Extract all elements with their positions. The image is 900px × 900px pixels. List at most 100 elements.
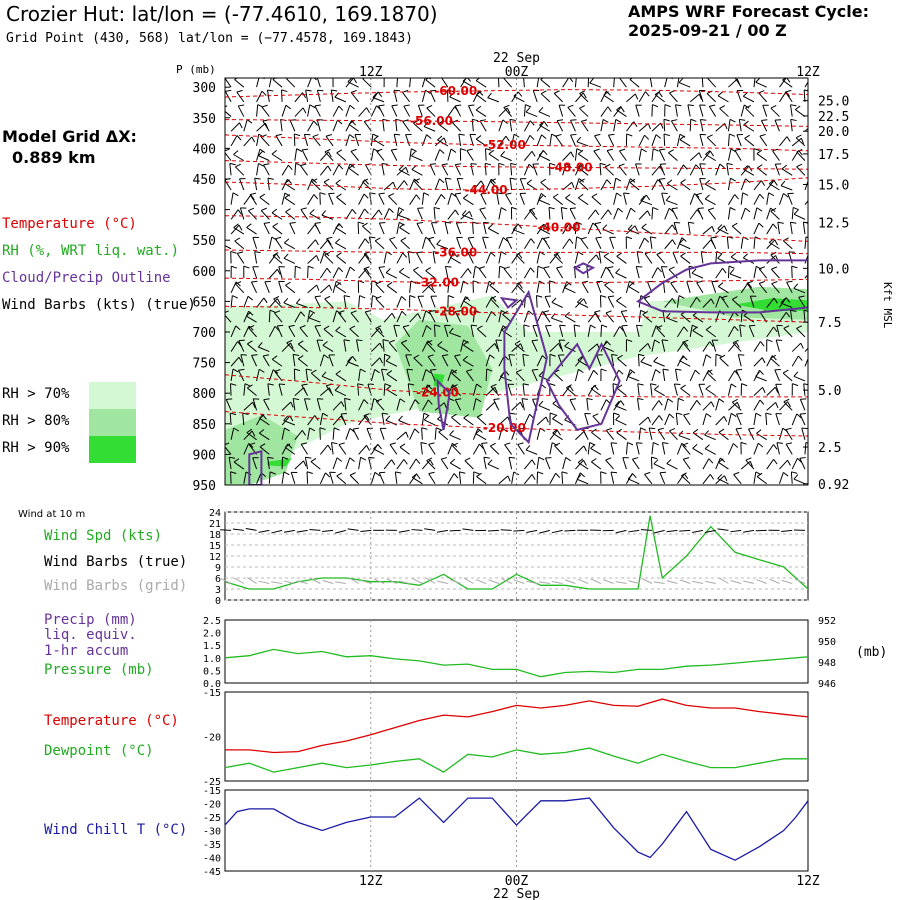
- wind-barb-flag: [775, 402, 779, 409]
- wind-barb: [628, 286, 640, 294]
- wind-barb: [692, 447, 704, 455]
- wind-barb: [623, 192, 627, 205]
- wind-barb-flag: [663, 133, 670, 137]
- wind-barb-flag: [507, 475, 511, 482]
- date-label-bottom: 22 Sep: [493, 887, 540, 900]
- wind-barb: [332, 223, 340, 235]
- wind-barb-flag: [295, 162, 302, 167]
- wind-barb-flag: [333, 427, 340, 431]
- wind-barb-flag: [745, 457, 752, 461]
- wind-barb: [283, 420, 296, 426]
- wind-barb-flag: [244, 383, 251, 387]
- wind-barb: [574, 164, 581, 176]
- wind-barb-flag: [402, 252, 408, 258]
- wind-barb-flag: [647, 416, 651, 423]
- wind-barb-flag: [732, 443, 739, 448]
- wind-barb: [782, 79, 793, 88]
- wind-barb-flag: [285, 208, 291, 213]
- wind-barb: [706, 372, 717, 382]
- wind-barb: [600, 179, 608, 191]
- wind-barb: [775, 413, 780, 426]
- wind-barb-flag: [611, 353, 618, 356]
- wind-barb-flag: [564, 283, 570, 289]
- wind-barb: [682, 341, 691, 352]
- wind-barb: [472, 222, 474, 235]
- rh-region-80-3: [225, 415, 298, 485]
- wind-barb-flag: [248, 310, 254, 316]
- wind10m-title: Wind at 10 m: [18, 509, 86, 520]
- wind-barb: [686, 281, 691, 293]
- wind-barb: [373, 448, 385, 455]
- wind-barb: [332, 281, 337, 293]
- wind-barb-flag: [335, 326, 341, 332]
- wind-barb: [230, 356, 240, 367]
- dewpoint-line: [224, 747, 808, 773]
- wind-barb-flag: [232, 295, 238, 299]
- wind-barb: [413, 122, 423, 132]
- wind-barb: [307, 266, 309, 279]
- wind-barb: [307, 194, 315, 205]
- wind-barb-true: [615, 529, 627, 534]
- wind-barb-flag: [290, 401, 294, 408]
- wind-barb: [600, 399, 607, 411]
- wind-barb: [702, 458, 710, 470]
- wind-barb-flag: [554, 442, 561, 447]
- wind-barb: [372, 97, 385, 103]
- wind-barb-flag: [773, 297, 778, 304]
- wind-barb-flag: [285, 104, 292, 110]
- wind-barb: [766, 207, 771, 220]
- wind-barb-flag: [783, 325, 790, 329]
- wind-barb-flag: [590, 444, 596, 449]
- wind-barb-flag: [730, 412, 737, 417]
- wind-barb-flag: [449, 327, 454, 333]
- wind-barb: [704, 448, 716, 455]
- wind-barb-flag: [577, 149, 584, 155]
- wind-barb-flag: [552, 193, 559, 198]
- wind-barb-flag: [235, 325, 241, 331]
- wind-barb-flag: [245, 311, 252, 317]
- wind-barb: [753, 180, 762, 191]
- wind-barb-flag: [732, 296, 738, 300]
- wind-barb-flag: [351, 208, 357, 215]
- wind-barb-flag: [229, 162, 236, 166]
- wind-barb: [753, 413, 757, 426]
- wind-barb-flag: [473, 471, 480, 475]
- wind-barb-flag: [338, 442, 345, 446]
- wind-barb-flag: [236, 135, 242, 141]
- wind-barb: [587, 442, 591, 455]
- wind-barb-flag: [695, 192, 702, 196]
- wind-barb-flag: [679, 133, 686, 138]
- wind-barb: [538, 199, 551, 206]
- wind-barb-grid: [296, 580, 308, 584]
- wind-barb: [303, 134, 309, 147]
- wind-barb: [370, 295, 373, 308]
- precip-tick-label: 1.0: [203, 654, 221, 665]
- wind-barb: [731, 225, 742, 235]
- wind-barb-flag: [416, 222, 423, 224]
- wind-barb: [425, 270, 436, 279]
- wind-barb-flag: [694, 369, 700, 375]
- wind-barb: [565, 197, 576, 206]
- wind-barb-grid: [386, 578, 398, 584]
- wind-barb: [664, 239, 673, 250]
- wind-barb: [651, 442, 654, 455]
- wind-barb-flag: [726, 162, 733, 166]
- wind-barb-flag: [617, 207, 623, 213]
- wind-barb: [591, 431, 602, 441]
- wind-barb-flag: [349, 457, 355, 462]
- wind-barb-flag: [388, 193, 395, 197]
- wind-barb-flag: [449, 253, 456, 258]
- wind-barb: [358, 399, 365, 411]
- wind-barb-flag: [805, 441, 808, 444]
- wind-barb: [350, 92, 359, 103]
- wind-tick-label: 15: [209, 541, 221, 552]
- wind-barb: [587, 222, 594, 235]
- wind-barb-flag: [258, 429, 265, 434]
- wind-barb: [676, 78, 680, 88]
- wind-barb-flag: [397, 210, 403, 216]
- wind-barb-flag: [781, 164, 788, 170]
- wind-barb: [755, 81, 767, 88]
- wind-barb-flag: [576, 297, 582, 303]
- wind-barb: [297, 358, 308, 367]
- wind-barb-flag: [583, 298, 587, 305]
